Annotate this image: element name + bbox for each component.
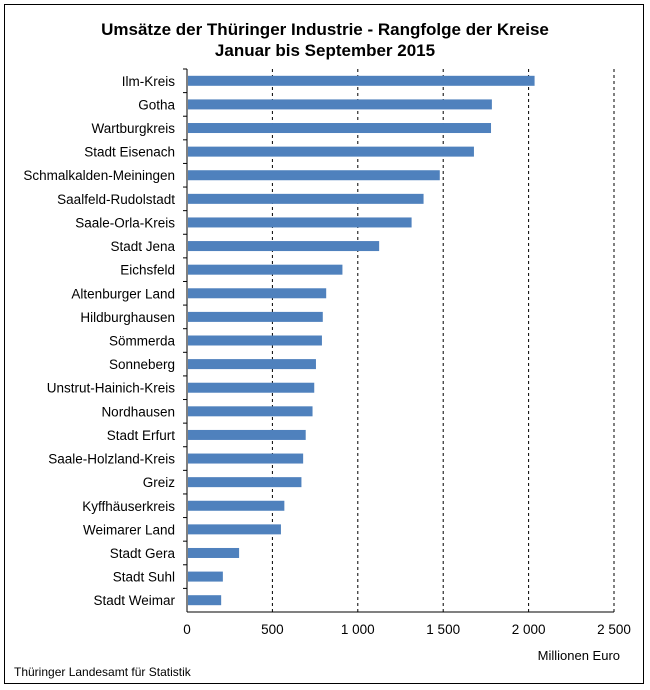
tick-labels: 0 500 1 000 1 500 2 000 2 500 bbox=[183, 622, 631, 637]
bar bbox=[188, 75, 535, 86]
x-tick-label: 1 000 bbox=[341, 622, 375, 637]
category-label: Unstrut-Hainich-Kreis bbox=[47, 381, 176, 396]
category-label: Schmalkalden-Meiningen bbox=[23, 168, 175, 183]
bar bbox=[188, 477, 302, 488]
chart-title: Umsätze der Thüringer Industrie - Rangfo… bbox=[101, 20, 549, 39]
category-label: Greiz bbox=[143, 475, 176, 490]
bar bbox=[188, 264, 343, 275]
bar bbox=[188, 335, 322, 346]
category-label: Stadt Weimar bbox=[93, 593, 175, 608]
bar bbox=[188, 359, 316, 370]
axes bbox=[183, 68, 614, 613]
grid-lines bbox=[271, 69, 615, 612]
bar bbox=[188, 217, 412, 228]
bar bbox=[188, 453, 304, 464]
bar bbox=[188, 524, 281, 535]
category-label: Hildburghausen bbox=[80, 310, 175, 325]
x-tick-label: 0 bbox=[183, 622, 191, 637]
bar bbox=[188, 500, 285, 511]
category-label: Saale-Orla-Kreis bbox=[75, 215, 175, 230]
bars bbox=[188, 75, 535, 606]
chart-frame bbox=[4, 4, 644, 684]
bar bbox=[188, 547, 240, 558]
category-label: Eichsfeld bbox=[120, 263, 175, 278]
category-label: Saale-Holzland-Kreis bbox=[48, 452, 175, 467]
bar bbox=[188, 193, 424, 204]
category-label: Kyffhäuserkreis bbox=[82, 499, 175, 514]
category-label: Stadt Eisenach bbox=[84, 145, 175, 160]
bar bbox=[188, 123, 492, 134]
bar bbox=[188, 595, 222, 606]
chart-subtitle: Januar bis September 2015 bbox=[214, 41, 436, 60]
bar bbox=[188, 406, 313, 417]
category-label: Saalfeld-Rudolstadt bbox=[57, 192, 175, 207]
category-label: Stadt Suhl bbox=[113, 570, 175, 585]
bar bbox=[188, 311, 323, 322]
bar bbox=[188, 146, 474, 157]
category-label: Wartburgkreis bbox=[91, 121, 175, 136]
x-tick-label: 2 500 bbox=[597, 622, 631, 637]
category-label: Altenburger Land bbox=[71, 286, 175, 301]
category-label: Stadt Gera bbox=[110, 546, 176, 561]
bar bbox=[188, 170, 440, 181]
bar bbox=[188, 571, 223, 582]
x-tick-label: 2 000 bbox=[512, 622, 546, 637]
bar bbox=[188, 382, 315, 393]
category-label: Gotha bbox=[138, 97, 175, 112]
x-tick-label: 1 500 bbox=[426, 622, 460, 637]
category-label: Sonneberg bbox=[109, 357, 175, 372]
x-tick-label: 500 bbox=[261, 622, 284, 637]
source-note: Thüringer Landesamt für Statistik bbox=[14, 665, 191, 679]
category-label: Sömmerda bbox=[109, 334, 176, 349]
category-label: Ilm-Kreis bbox=[122, 74, 175, 89]
bar bbox=[188, 429, 306, 440]
category-label: Stadt Jena bbox=[110, 239, 175, 254]
category-labels: Ilm-Kreis Gotha Wartburgkreis Stadt Eisenac… bbox=[23, 74, 175, 608]
category-label: Nordhausen bbox=[101, 404, 175, 419]
category-label: Stadt Erfurt bbox=[107, 428, 176, 443]
category-label: Weimarer Land bbox=[83, 522, 175, 537]
bar bbox=[188, 99, 492, 110]
bar bbox=[188, 241, 380, 252]
x-axis-unit-label: Millionen Euro bbox=[537, 648, 620, 663]
bar bbox=[188, 288, 327, 299]
